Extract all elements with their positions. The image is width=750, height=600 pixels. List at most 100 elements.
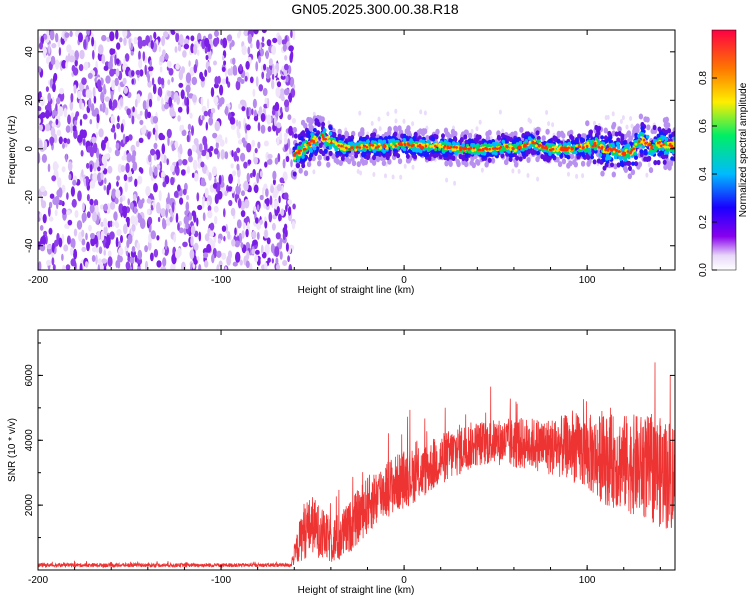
- heatmap-cell: [501, 139, 506, 144]
- heatmap-cell: [556, 139, 561, 144]
- heatmap-ytick-label: -20: [24, 190, 35, 205]
- heatmap-cell: [487, 157, 492, 163]
- heatmap-cell: [191, 144, 197, 152]
- heatmap-cell: [82, 113, 88, 120]
- heatmap-cell: [238, 30, 242, 37]
- heatmap-cell: [617, 126, 622, 133]
- heatmap-cell: [557, 161, 563, 168]
- heatmap-cell: [86, 30, 90, 36]
- heatmap-cell: [287, 199, 293, 205]
- heatmap-cell: [292, 126, 297, 133]
- heatmap-cell: [443, 144, 447, 148]
- heatmap-cell: [82, 202, 85, 212]
- heatmap-cell: [114, 197, 119, 205]
- heatmap-cell: [99, 263, 104, 270]
- heatmap-cell: [540, 154, 545, 160]
- heatmap-cell: [309, 148, 314, 153]
- heatmap-cell: [418, 144, 422, 147]
- heatmap-cell: [133, 36, 138, 45]
- heatmap-cell: [600, 170, 605, 177]
- heatmap-cell: [177, 115, 181, 122]
- heatmap-cell: [256, 204, 260, 211]
- heatmap-cell: [366, 153, 371, 159]
- heatmap-ytick-label: 20: [24, 94, 35, 106]
- heatmap-cell: [42, 213, 47, 224]
- heatmap-cell: [56, 97, 61, 105]
- heatmap-cell: [615, 149, 618, 152]
- heatmap-cell: [50, 127, 56, 137]
- heatmap-cell: [467, 148, 471, 151]
- heatmap-cell: [224, 266, 228, 270]
- heatmap-cell: [69, 30, 73, 37]
- heatmap-cell: [70, 238, 76, 249]
- heatmap-cell: [399, 174, 403, 180]
- heatmap-cell: [508, 156, 513, 162]
- heatmap-cell: [207, 210, 213, 219]
- heatmap-cell: [153, 153, 157, 161]
- heatmap-cell: [276, 122, 282, 129]
- heatmap-cell: [161, 143, 166, 155]
- heatmap-cell: [490, 157, 496, 164]
- heatmap-cell: [204, 142, 208, 152]
- heatmap-cell: [109, 231, 115, 240]
- heatmap-cell: [114, 220, 119, 227]
- heatmap-cell: [226, 255, 232, 266]
- heatmap-cell: [247, 33, 253, 44]
- heatmap-cell: [65, 61, 68, 69]
- heatmap-cell: [67, 161, 73, 172]
- heatmap-cell: [65, 153, 68, 163]
- heatmap-cell: [63, 137, 68, 144]
- heatmap-cell: [208, 116, 214, 126]
- heatmap-cell: [95, 247, 99, 253]
- heatmap-cell: [557, 131, 562, 138]
- heatmap-cell: [372, 172, 376, 177]
- heatmap-cell: [266, 114, 272, 125]
- heatmap-cell: [491, 147, 495, 150]
- heatmap-cell: [46, 244, 52, 250]
- heatmap-cell: [241, 106, 246, 112]
- heatmap-cell: [276, 81, 282, 88]
- snr-xtick-label: -100: [211, 575, 231, 586]
- heatmap-cell: [665, 122, 671, 129]
- heatmap-cell: [182, 188, 187, 196]
- heatmap-cell: [252, 88, 256, 97]
- heatmap-cell: [478, 119, 482, 125]
- heatmap-cell: [323, 148, 328, 154]
- heatmap-cell: [611, 123, 616, 130]
- heatmap-cell: [611, 130, 616, 137]
- heatmap-cell: [219, 139, 225, 147]
- heatmap-cell: [382, 149, 386, 154]
- heatmap-cell: [47, 163, 51, 173]
- heatmap-xtick-label: 0: [401, 275, 407, 286]
- heatmap-cell: [580, 160, 586, 167]
- heatmap-cell: [236, 163, 240, 171]
- heatmap-cell: [453, 145, 456, 149]
- snr-ylabel: SNR (10 * v/v): [7, 418, 18, 482]
- heatmap-cell: [616, 152, 620, 156]
- heatmap-cell: [215, 141, 219, 149]
- heatmap-cell: [526, 157, 531, 163]
- figure-title: GN05.2025.300.00.38.R18: [291, 1, 459, 17]
- heatmap-cell: [162, 49, 166, 58]
- heatmap-cell: [157, 217, 161, 222]
- heatmap-cell: [373, 141, 377, 145]
- heatmap-cell: [179, 197, 184, 205]
- heatmap-cell: [134, 98, 138, 108]
- heatmap-cell: [95, 158, 100, 168]
- heatmap-cell: [394, 108, 398, 114]
- heatmap-cell: [99, 104, 103, 112]
- heatmap-cell: [244, 198, 250, 209]
- heatmap-cell: [586, 141, 590, 145]
- heatmap-cell: [213, 83, 219, 89]
- heatmap-cell: [303, 170, 309, 177]
- heatmap-cell: [519, 126, 524, 133]
- heatmap-cell: [377, 139, 382, 144]
- heatmap-cell: [107, 165, 113, 174]
- heatmap-cell: [188, 155, 193, 163]
- heatmap-cell: [117, 254, 120, 264]
- heatmap-cell: [186, 86, 190, 98]
- heatmap-cell: [616, 141, 620, 146]
- heatmap-cell: [378, 142, 381, 146]
- heatmap-cell: [119, 37, 123, 43]
- heatmap-cell: [55, 32, 59, 43]
